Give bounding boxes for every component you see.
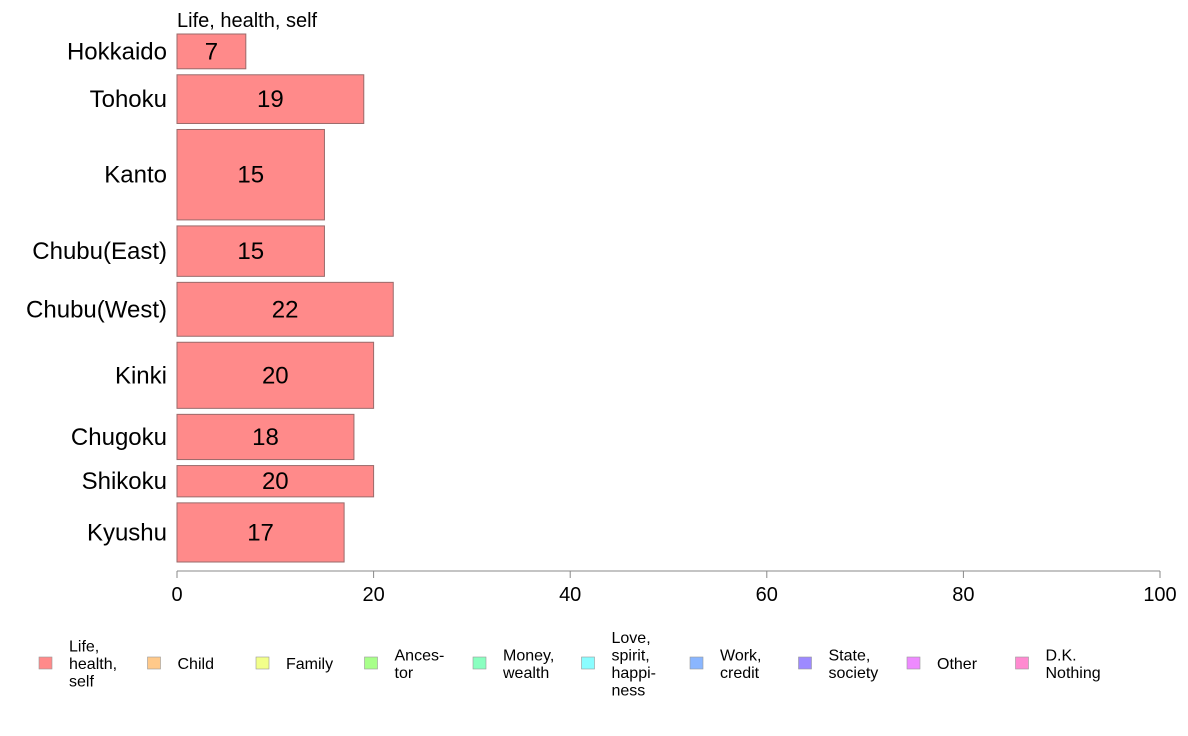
legend-swatch	[581, 656, 595, 670]
category-label: Kanto	[104, 162, 167, 189]
legend-swatch	[147, 656, 161, 670]
category-label: Chugoku	[71, 424, 167, 451]
legend-label: State, society	[829, 647, 879, 682]
bar-value-label: 18	[252, 424, 279, 451]
legend-swatch	[798, 656, 812, 670]
bar-chugoku	[176, 413, 355, 461]
category-label: Kinki	[115, 362, 167, 389]
legend-label: D.K. Nothing	[1046, 647, 1101, 682]
legend-swatch	[689, 656, 704, 670]
category-label: Hokkaido	[67, 38, 167, 65]
bar-kanto	[176, 128, 325, 221]
category-label: Chubu(West)	[26, 296, 167, 323]
bar-value-label: 20	[262, 362, 289, 389]
x-tick-label: 60	[756, 584, 778, 606]
legend-label: Ances-tor	[395, 647, 445, 682]
category-label: Shikoku	[82, 468, 167, 495]
x-tick-label: 40	[559, 584, 581, 606]
bar-hokkaido	[176, 33, 247, 70]
bars-group: Hokkaido 7 Tohoku 19 Kanto 15 Chubu(East) 15 Chu…	[26, 33, 394, 563]
bar-value-label: 17	[247, 519, 274, 546]
bar-value-label: 15	[237, 162, 264, 189]
bar-value-label: 7	[205, 38, 218, 65]
bar-value-label: 19	[257, 86, 284, 113]
category-label: Tohoku	[90, 86, 167, 113]
legend-label: Child	[178, 656, 214, 673]
bar-shikoku	[176, 465, 375, 498]
x-tick-label: 100	[1143, 584, 1176, 606]
legend-swatch	[38, 656, 53, 670]
legend-label: Love, spirit, happi-ness	[612, 630, 656, 700]
bar-chubu-east-	[176, 225, 325, 277]
bar-kinki	[176, 341, 375, 409]
legend-label: Money, wealth	[502, 647, 554, 682]
category-label: Kyushu	[87, 519, 167, 546]
legend-swatch	[364, 656, 378, 670]
bar-value-label: 15	[237, 238, 264, 265]
legend-swatch	[906, 656, 921, 670]
x-tick-label: 0	[171, 584, 182, 606]
legend-label: Life, health, self	[69, 639, 117, 691]
legend-swatch	[472, 656, 487, 670]
bar-kyushu	[176, 502, 345, 563]
bar-value-label: 22	[272, 296, 299, 323]
x-axis: 0 20 40 60 80 100	[171, 570, 1177, 606]
series-title: Life, health, self	[177, 10, 318, 32]
legend-label: Other	[937, 656, 978, 673]
legend-swatch	[1015, 656, 1029, 670]
legend-swatch	[255, 656, 270, 670]
bar-value-label: 20	[262, 468, 289, 495]
x-tick-label: 80	[952, 584, 974, 606]
category-label: Chubu(East)	[32, 238, 167, 265]
legend-label: Work, credit	[720, 647, 761, 682]
bar-chubu-west-	[176, 281, 394, 337]
x-tick-label: 20	[362, 584, 384, 606]
bar-tohoku	[176, 74, 365, 124]
legend-label: Family	[286, 656, 333, 673]
legend: Life, health, self Child Family Ances-tor Mone…	[38, 630, 1101, 700]
